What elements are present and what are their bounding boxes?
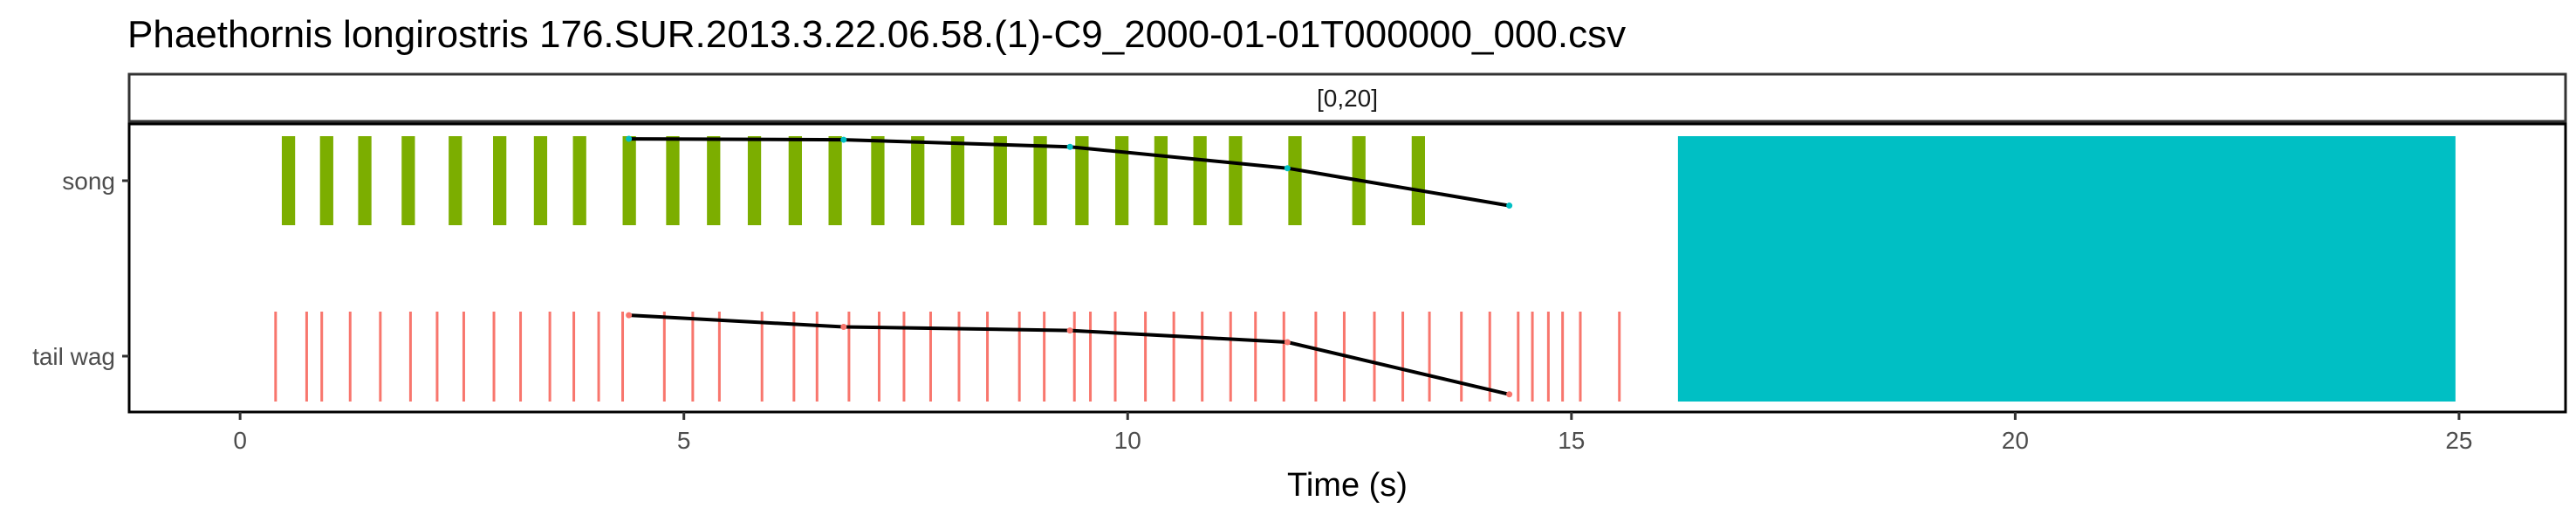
curve-point-0-0 [626,135,633,142]
block-rect [1677,136,2456,402]
song-event-0 [281,136,296,225]
song-event-14 [871,136,885,225]
song-event-3 [401,136,415,225]
song-event-4 [449,136,462,225]
song-event-9 [666,136,680,225]
song-event-13 [828,136,842,225]
curve-point-0-3 [1284,165,1291,172]
song-event-20 [1115,136,1129,225]
x-tick-label-4: 20 [2002,427,2029,454]
song-event-26 [1411,136,1425,225]
facet-label: [0,20] [1317,85,1378,112]
curve-point-1-1 [840,324,847,331]
curve-point-1-2 [1066,327,1073,334]
song-event-22 [1193,136,1207,225]
x-axis: 0 5 10 15 20 25 [233,412,2473,454]
y-axis: song tail wag [32,168,129,370]
song-event-17 [993,136,1007,225]
curve-point-0-2 [1066,143,1073,150]
song-event-5 [493,136,507,225]
x-tick-label-3: 15 [1558,427,1585,454]
song-event-16 [950,136,965,225]
chart-title: Phaethornis longirostris 176.SUR.2013.3.… [127,13,1626,56]
curve-point-0-4 [1506,203,1513,209]
y-tick-label-tail-wag: tail wag [32,343,115,370]
x-axis-title: Time (s) [1287,467,1408,504]
song-event-11 [747,136,762,225]
song-event-6 [533,136,548,225]
x-tick-label-0: 0 [233,427,247,454]
x-tick-label-1: 5 [677,427,691,454]
song-event-10 [707,136,721,225]
x-tick-label-2: 10 [1114,427,1141,454]
marks-layer [274,136,2456,402]
curve-point-0-1 [840,136,847,143]
panel-border [127,122,2567,414]
facet-strip [127,72,2567,123]
song-event-18 [1033,136,1047,225]
curve-point-1-0 [626,312,633,319]
curve-point-1-3 [1284,339,1291,346]
song-event-12 [788,136,802,225]
song-event-2 [358,136,372,225]
y-tick-label-song: song [62,168,115,195]
song-event-19 [1075,136,1089,225]
song-event-8 [622,136,636,225]
song-event-7 [572,136,586,225]
song-event-1 [319,136,333,225]
curve-point-1-4 [1506,391,1513,398]
lines-layer [626,135,1513,398]
song-event-15 [911,136,925,225]
song-event-23 [1229,136,1243,225]
x-tick-label-5: 25 [2445,427,2472,454]
song-event-21 [1154,136,1168,225]
song-event-24 [1288,136,1302,225]
